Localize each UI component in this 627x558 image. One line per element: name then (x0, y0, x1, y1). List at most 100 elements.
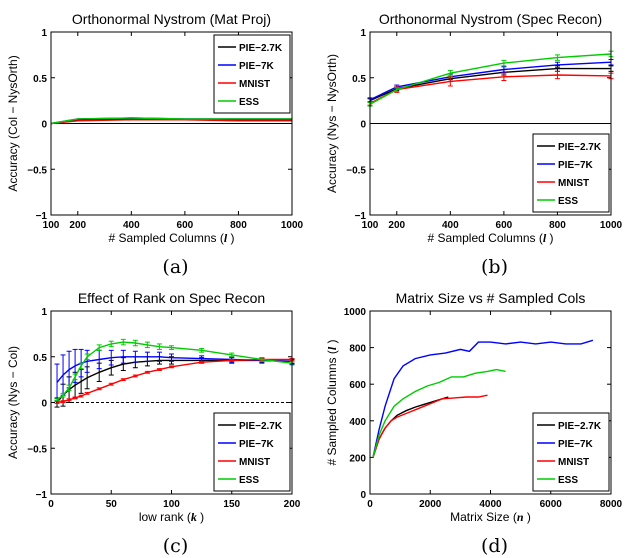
x-tick-label: 150 (223, 499, 240, 510)
x-tick-label: 1000 (600, 220, 623, 231)
plot-frame (50, 310, 293, 495)
x-tick-label: 600 (496, 220, 513, 231)
y-tick-label: 600 (349, 380, 366, 391)
y-tick-label: 1 (360, 28, 366, 39)
x-tick-label: 200 (388, 220, 405, 231)
y-tick-label: 200 (349, 453, 366, 464)
panel-caption: (b) (481, 256, 508, 278)
series-line (56, 358, 292, 404)
legend-entry: PIE−7K (558, 439, 594, 450)
series-line (50, 119, 292, 125)
y-tick-label: −0.5 (27, 444, 47, 455)
y-tick-label: 0 (360, 490, 366, 501)
legend-box (213, 34, 291, 114)
y-tick-label: 0 (360, 120, 366, 131)
y-tick-label: −1 (36, 490, 48, 501)
x-tick-label: 0 (367, 499, 373, 510)
y-tick-label: 1 (41, 307, 47, 318)
x-tick-label: 400 (442, 220, 459, 231)
legend-entry: PIE−2.7K (558, 421, 602, 432)
legend-entry: MNIST (239, 79, 270, 90)
series-line (369, 61, 612, 101)
legend-entry: ESS (239, 97, 259, 108)
chart-title: Orthonormal Nystrom (Mat Proj) (72, 11, 271, 27)
chart-title: Matrix Size vs # Sampled Cols (396, 290, 586, 306)
chart-title: Orthonormal Nystrom (Spec Recon) (379, 11, 602, 27)
legend-entry: PIE−2.7K (239, 421, 283, 432)
x-tick-label: 400 (123, 220, 140, 231)
y-axis-label: Accuracy (Col − NysOrth) (6, 55, 20, 191)
chart-title: Effect of Rank on Spec Recon (78, 290, 265, 306)
plot-frame (369, 310, 612, 495)
legend: PIE−2.7K PIE−7K MNIST ESS (532, 133, 610, 213)
y-axis-label: # Sampled Columns (l ) (325, 339, 339, 465)
plot-frame (50, 31, 293, 216)
legend-box (532, 133, 610, 213)
panel-caption: (a) (162, 256, 188, 278)
y-tick-label: −0.5 (346, 165, 366, 176)
y-tick-label: 1 (41, 28, 47, 39)
x-tick-label: 6000 (540, 499, 563, 510)
x-tick-label: 50 (106, 499, 118, 510)
x-tick-label: 800 (549, 220, 566, 231)
chart-panel-1: Orthonormal Nystrom (Spec Recon) 100 200 40… (325, 11, 623, 278)
x-tick-label: 100 (163, 499, 180, 510)
legend-entry: PIE−7K (239, 439, 275, 450)
x-tick-label: 8000 (600, 499, 623, 510)
x-tick-label: 200 (69, 220, 86, 231)
legend-entry: ESS (558, 196, 578, 207)
series-line (372, 394, 488, 458)
y-tick-label: 1000 (344, 307, 367, 318)
plot-frame (369, 31, 612, 216)
y-tick-label: 0.5 (352, 74, 366, 85)
y-tick-label: 800 (349, 344, 366, 355)
legend-entry: ESS (239, 475, 259, 486)
legend-entry: PIE−2.7K (558, 142, 602, 153)
x-axis-label: # Sampled Columns (l ) (427, 231, 553, 245)
x-tick-label: 0 (48, 499, 54, 510)
chart-panel-2: Effect of Rank on Spec Recon 0 50 100 150 200… (6, 290, 301, 557)
legend-box (532, 412, 610, 492)
legend: PIE−2.7K PIE−7K MNIST ESS (532, 412, 610, 492)
legend-box (213, 412, 291, 492)
legend-entry: PIE−7K (558, 160, 594, 171)
y-tick-label: −1 (355, 211, 367, 222)
y-axis-label: Accuracy (Nys − Col) (6, 346, 20, 459)
y-tick-label: −1 (36, 211, 48, 222)
series-line (369, 53, 612, 105)
legend-entry: PIE−2.7K (239, 43, 283, 54)
y-tick-label: 0 (41, 120, 47, 131)
legend-entry: MNIST (239, 457, 270, 468)
x-axis-label: low rank (k ) (139, 510, 204, 524)
y-tick-label: 400 (349, 417, 366, 428)
x-tick-label: 800 (230, 220, 247, 231)
x-tick-label: 100 (362, 220, 379, 231)
series-line (50, 117, 292, 125)
chart-panel-0: Orthonormal Nystrom (Mat Proj) 100 200 400 6… (6, 11, 304, 278)
legend-entry: MNIST (558, 178, 589, 189)
legend-entry: ESS (558, 475, 578, 486)
legend: PIE−2.7K PIE−7K MNIST ESS (213, 412, 291, 492)
x-tick-label: 2000 (419, 499, 442, 510)
legend: PIE−2.7K PIE−7K MNIST ESS (213, 34, 291, 114)
x-tick-label: 1000 (281, 220, 304, 231)
series-line (369, 74, 612, 105)
y-tick-label: 0.5 (33, 74, 47, 85)
y-tick-label: −0.5 (27, 165, 47, 176)
series-line (369, 67, 611, 102)
y-tick-label: 0.5 (33, 353, 47, 364)
y-axis-label: Accuracy (Nys − NysOrth) (325, 54, 339, 193)
panel-caption: (d) (481, 535, 508, 557)
x-axis-label: # Sampled Columns (l ) (108, 231, 234, 245)
x-tick-label: 600 (177, 220, 194, 231)
series-line (372, 339, 594, 458)
series-line (372, 396, 449, 458)
x-axis-label: Matrix Size (n ) (450, 510, 531, 524)
x-tick-label: 100 (43, 220, 60, 231)
legend-entry: PIE−7K (239, 61, 275, 72)
series-line (372, 368, 506, 458)
x-tick-label: 200 (284, 499, 301, 510)
legend-entry: MNIST (558, 457, 589, 468)
